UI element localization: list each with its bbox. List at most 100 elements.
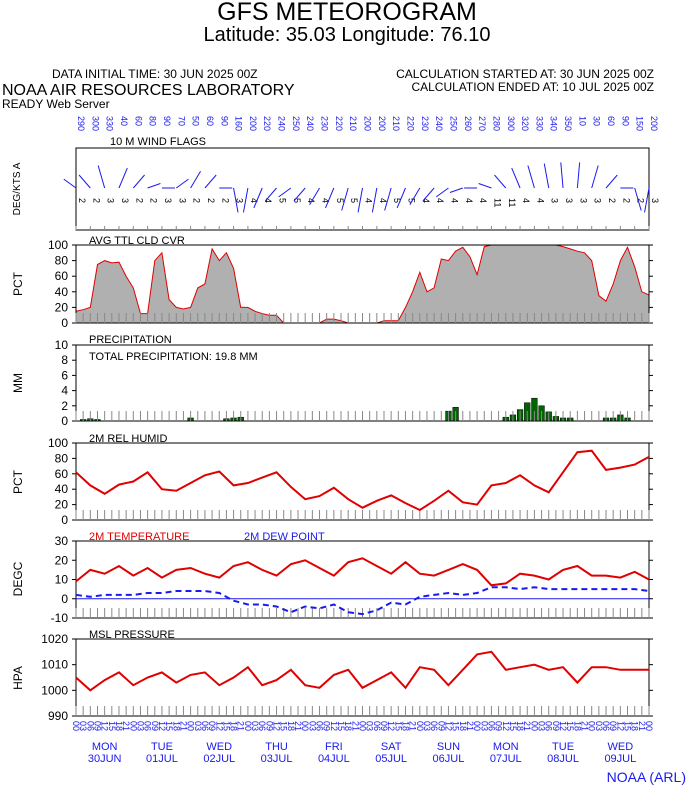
temp-axis-tick-label: 10: [55, 573, 69, 587]
wind-speed-label: 3: [120, 198, 130, 203]
wind-direction-label: 250: [448, 116, 458, 131]
hour-label: 06: [85, 721, 95, 731]
wind-flag: [309, 187, 320, 205]
wind-flag: [478, 183, 492, 189]
day-of-week-label: FRI: [325, 741, 343, 753]
hour-label: 21: [637, 721, 647, 731]
date-label: 08JUL: [547, 753, 579, 765]
wind-flag: [118, 167, 128, 189]
wind-speed-label: 4: [378, 198, 388, 203]
hour-label: 18: [229, 721, 239, 731]
hour-label: 21: [293, 721, 303, 731]
wind-flag: [384, 187, 392, 211]
hour-label: 03: [479, 721, 489, 731]
hour-label: 15: [164, 721, 174, 731]
hour-label: 12: [558, 721, 568, 731]
wind-direction-label: 90: [219, 116, 229, 126]
day-of-week-label: WED: [608, 741, 634, 753]
wind-ylabel: DEG/KTS A: [12, 162, 23, 215]
wind-flag: [147, 183, 161, 189]
hour-label: 00: [415, 721, 425, 731]
wind-flag: [278, 187, 292, 198]
pres-title: MSL PRESSURE: [89, 629, 175, 641]
hour-label: 03: [193, 721, 203, 731]
wind-direction-label: 330: [534, 116, 544, 131]
hour-label: 09: [264, 721, 274, 731]
wind-direction-label: 340: [549, 116, 559, 131]
hour-label: 18: [286, 721, 296, 731]
wind-direction-label: 210: [391, 116, 401, 131]
date-label: 30JUN: [88, 753, 122, 765]
location-subtitle: Latitude: 35.03 Longitude: 76.10: [203, 24, 491, 46]
hour-label: 09: [150, 721, 160, 731]
wind-flag: [253, 187, 263, 209]
wind-direction-label: 40: [119, 116, 129, 126]
wind-speed-label: 3: [550, 198, 560, 203]
wind-speed-label: 11: [507, 198, 517, 207]
hour-label: 00: [71, 721, 81, 731]
hour-label: 18: [400, 721, 410, 731]
hour-label: 12: [501, 721, 511, 731]
hour-label: 00: [529, 721, 539, 731]
hour-label: 09: [551, 721, 561, 731]
hour-label: 15: [623, 721, 633, 731]
rh-axis-tick-label: 60: [55, 467, 69, 481]
wind-flag: [293, 187, 306, 202]
hour-label: 12: [443, 721, 453, 731]
wind-direction-label: 260: [463, 116, 473, 131]
wind-speed-label: 3: [235, 198, 245, 203]
wind-direction-label: 60: [133, 116, 143, 126]
hour-label: 12: [100, 721, 110, 731]
wind-direction-label: 80: [148, 116, 158, 126]
hour-label: 21: [236, 721, 246, 731]
rh-line: [75, 449, 650, 512]
wind-flag: [576, 162, 581, 189]
wind-direction-label: 60: [205, 116, 215, 126]
dewpoint-line: [75, 586, 650, 616]
credit-label: NOAA (ARL): [606, 769, 686, 785]
pres-ylabel: HPA: [11, 666, 25, 690]
hour-label: 00: [587, 721, 597, 731]
hour-label: 06: [143, 721, 153, 731]
temp-axis-tick-label: 30: [55, 534, 69, 548]
rh-title: 2M REL HUMID: [89, 433, 167, 445]
calc-ended: CALCULATION ENDED AT: 10 JUL 2025 00Z: [411, 80, 654, 94]
hour-label: 18: [114, 721, 124, 731]
wind-direction-label: 290: [76, 116, 86, 131]
date-label: 04JUL: [318, 753, 350, 765]
hour-label: 09: [494, 721, 504, 731]
page-title: GFS METEOROGRAM: [217, 0, 477, 26]
wind-speed-label: 2: [220, 198, 230, 203]
precip-axis-tick-label: 4: [61, 384, 68, 398]
cloud-title: AVG TTL CLD CVR: [89, 235, 185, 247]
wind-direction-label: 150: [635, 116, 645, 131]
hour-label: 21: [408, 721, 418, 731]
hour-label: 21: [350, 721, 360, 731]
cloud-axis-tick-label: 100: [48, 238, 68, 252]
wind-flag: [132, 174, 145, 189]
wind-speed-label: 2: [91, 198, 101, 203]
wind-direction-label: 200: [649, 116, 659, 131]
hour-label: 12: [615, 721, 625, 731]
hour-label: 06: [315, 721, 325, 731]
wind-speed-label: 5: [406, 198, 416, 203]
day-of-week-label: SAT: [381, 741, 402, 753]
temp-axis-tick-label: 0: [61, 592, 68, 606]
wind-direction-label: 270: [477, 116, 487, 131]
hour-label: 18: [515, 721, 525, 731]
hour-label: 15: [393, 721, 403, 731]
wind-speed-label: 2: [149, 198, 159, 203]
rh-axis-tick-label: 0: [61, 513, 68, 527]
hour-label: 12: [157, 721, 167, 731]
wind-speed-label: 2: [192, 198, 202, 203]
hour-label: 00: [186, 721, 196, 731]
date-label: 05JUL: [375, 753, 407, 765]
cloud-axis-tick-label: 80: [55, 254, 69, 268]
hour-label: 09: [322, 721, 332, 731]
date-label: 07JUL: [490, 753, 522, 765]
wind-speed-label: 5: [349, 198, 359, 203]
pres-panel-frame: [75, 638, 650, 717]
cloud-axis-tick-label: 0: [61, 316, 68, 330]
hour-label: 09: [207, 721, 217, 731]
